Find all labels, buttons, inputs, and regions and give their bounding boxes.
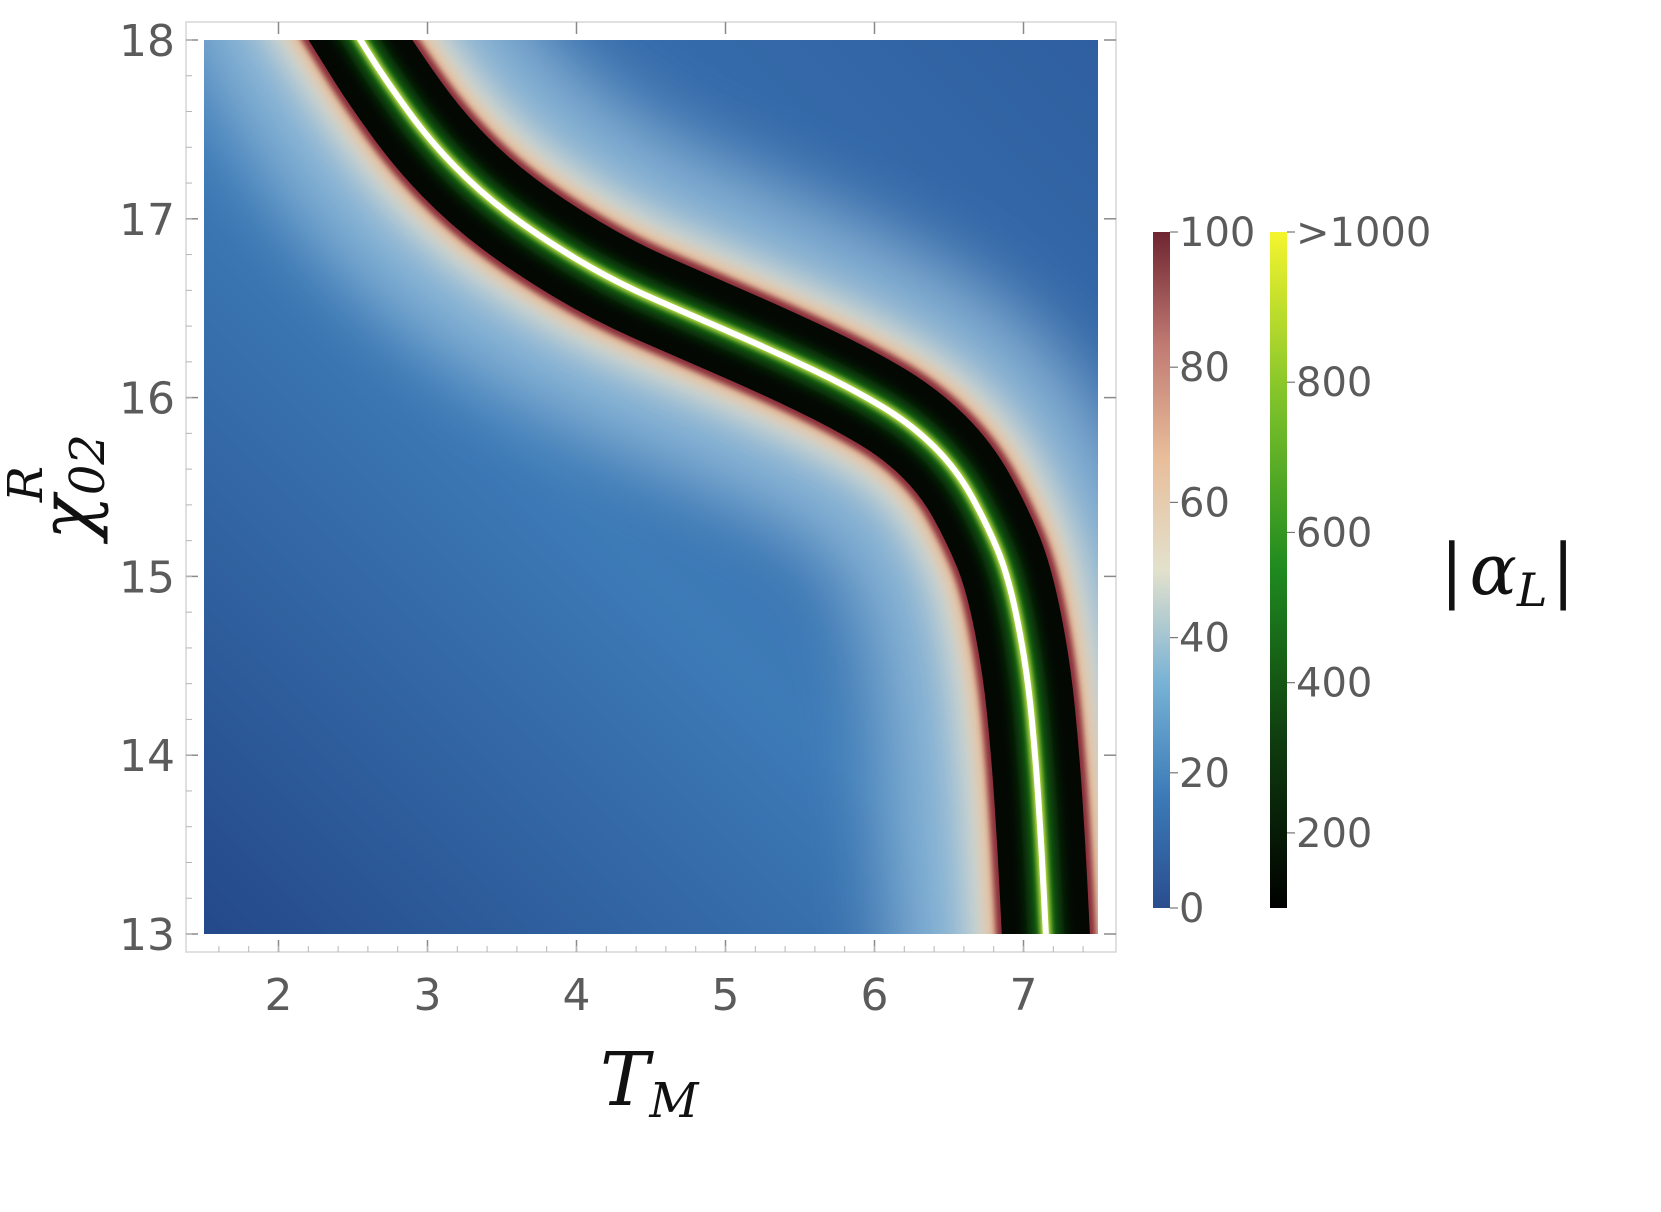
y-tick-label: 13: [119, 910, 175, 961]
colorbar-low-gradient: [1153, 232, 1170, 908]
colorbar-low-tick-label: 20: [1179, 751, 1230, 797]
colorbar-high-tick-label: 200: [1296, 811, 1372, 857]
x-tick-label: 4: [563, 970, 591, 1021]
colorbar-high-tick-label: 600: [1296, 510, 1372, 556]
y-tick-label: 15: [119, 552, 175, 603]
x-axis-title: TM: [600, 1037, 700, 1129]
ridge-white-core: [356, 40, 1049, 934]
svg-text:χ02R: χ02R: [0, 434, 116, 545]
x-tick-label: 5: [712, 970, 740, 1021]
colorbar-low-tick-label: 100: [1179, 210, 1255, 256]
colorbar-high-tick-label: 800: [1296, 360, 1372, 406]
colorbar-high-gradient: [1270, 232, 1287, 908]
y-axis-tick-labels: 13 14 15 16 17 18: [119, 16, 175, 961]
x-tick-label: 7: [1010, 970, 1038, 1021]
heatmap-field: [204, 40, 1098, 934]
y-axis-title: χ02R: [0, 434, 116, 545]
colorbar-low: 0 20 40 60 80 100: [1153, 210, 1255, 932]
y-tick-label: 17: [119, 195, 175, 246]
colorbar-high-tick-label: >1000: [1296, 210, 1431, 256]
y-tick-label: 16: [119, 374, 175, 425]
y-tick-label: 14: [119, 731, 175, 782]
x-tick-label: 6: [861, 970, 889, 1021]
colorbar-title: |αL|: [1440, 529, 1575, 617]
colorbar-high: 200 400 600 800 >1000: [1270, 210, 1431, 908]
colorbar-low-tick-label: 40: [1179, 616, 1230, 662]
colorbar-high-tick-label: 400: [1296, 661, 1372, 707]
axis-ticks: [186, 22, 1116, 952]
x-axis-tick-labels: 2 3 4 5 6 7: [265, 970, 1038, 1021]
x-tick-label: 2: [265, 970, 293, 1021]
x-tick-label: 3: [414, 970, 442, 1021]
colorbar-low-tick-label: 80: [1179, 345, 1230, 391]
y-tick-label: 18: [119, 16, 175, 67]
colorbar-low-tick-label: 60: [1179, 480, 1230, 526]
colorbar-low-tick-label: 0: [1179, 886, 1204, 932]
